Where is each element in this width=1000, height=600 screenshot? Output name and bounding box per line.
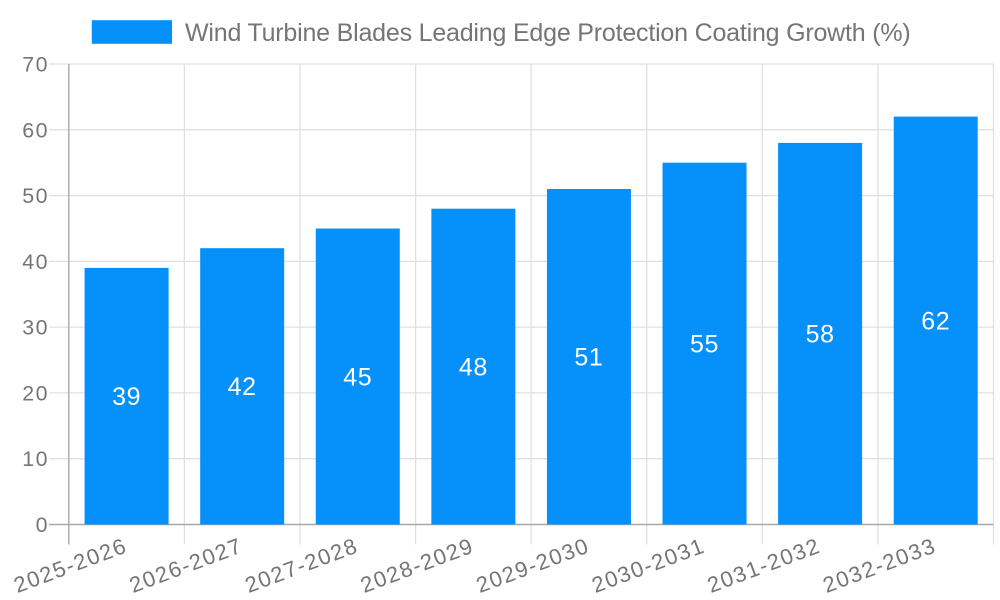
svg-text:45: 45 bbox=[343, 363, 372, 391]
svg-text:30: 30 bbox=[22, 316, 49, 340]
svg-text:48: 48 bbox=[459, 354, 488, 382]
svg-text:55: 55 bbox=[690, 331, 719, 359]
svg-text:50: 50 bbox=[22, 184, 49, 208]
svg-text:58: 58 bbox=[806, 321, 835, 349]
svg-text:70: 70 bbox=[22, 53, 49, 77]
svg-text:60: 60 bbox=[22, 118, 49, 142]
svg-text:20: 20 bbox=[22, 381, 49, 405]
svg-text:62: 62 bbox=[921, 308, 950, 336]
svg-text:0: 0 bbox=[36, 513, 49, 537]
svg-text:39: 39 bbox=[112, 383, 141, 411]
svg-text:51: 51 bbox=[574, 344, 603, 372]
svg-text:Wind Turbine Blades Leading Ed: Wind Turbine Blades Leading Edge Protect… bbox=[185, 19, 911, 47]
svg-text:42: 42 bbox=[228, 373, 257, 401]
svg-text:40: 40 bbox=[22, 250, 49, 274]
svg-text:10: 10 bbox=[22, 447, 49, 471]
